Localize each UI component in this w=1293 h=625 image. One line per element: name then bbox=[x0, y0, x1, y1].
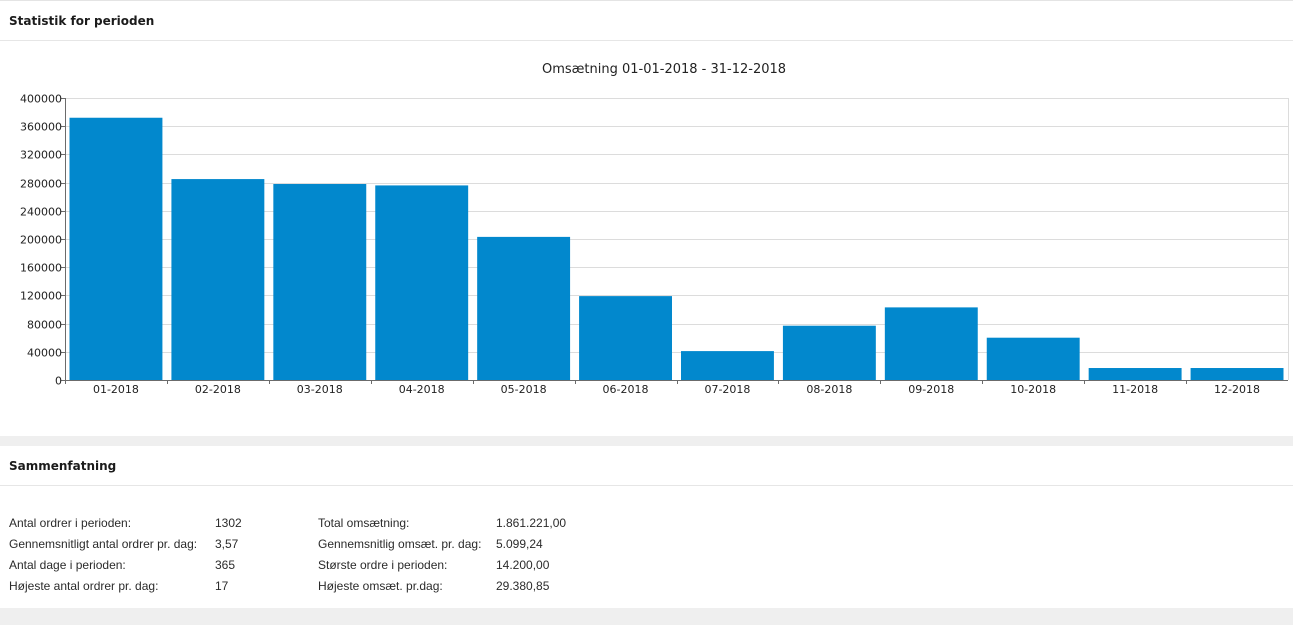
chart-gridlines bbox=[65, 98, 1289, 381]
summary-value: 17 bbox=[215, 579, 229, 593]
stats-section-title: Statistik for perioden bbox=[0, 1, 1293, 41]
bar bbox=[681, 351, 774, 380]
summary-section-title: Sammenfatning bbox=[0, 446, 1293, 486]
bar bbox=[1190, 368, 1284, 380]
summary-label: Højeste omsæt. pr.dag: bbox=[318, 579, 443, 593]
bar bbox=[375, 185, 469, 380]
y-tick-label: 80000 bbox=[27, 319, 62, 332]
summary-label: Højeste antal ordrer pr. dag: bbox=[9, 579, 159, 593]
y-tick-label: 120000 bbox=[20, 290, 62, 303]
stats-panel: Statistik for perioden Omsætning 01-01-2… bbox=[0, 0, 1293, 436]
summary-label: Gennemsnitlig omsæt. pr. dag: bbox=[318, 537, 482, 551]
y-tick-label: 160000 bbox=[20, 262, 62, 275]
y-tick-label: 320000 bbox=[20, 149, 62, 162]
bar bbox=[69, 117, 163, 381]
y-tick-label: 200000 bbox=[20, 234, 62, 247]
x-tick-label: 12-2018 bbox=[1214, 383, 1260, 396]
y-tick-label: 280000 bbox=[20, 178, 62, 191]
summary-label: Total omsætning: bbox=[318, 516, 410, 530]
bar bbox=[477, 236, 571, 380]
x-tick-label: 06-2018 bbox=[603, 383, 649, 396]
summary-panel: Sammenfatning bbox=[0, 446, 1293, 608]
summary-label: Antal dage i perioden: bbox=[9, 558, 126, 572]
x-tick-label: 04-2018 bbox=[399, 383, 445, 396]
bar bbox=[579, 296, 672, 380]
bar bbox=[986, 337, 1080, 380]
y-tick-label: 240000 bbox=[20, 206, 62, 219]
y-tick-label: 400000 bbox=[20, 93, 62, 106]
summary-value: 3,57 bbox=[215, 537, 239, 551]
y-tick-label: 360000 bbox=[20, 121, 62, 134]
summary-value: 1.861.221,00 bbox=[496, 516, 567, 530]
x-tick-label: 07-2018 bbox=[704, 383, 750, 396]
summary-table: Antal ordrer i perioden: 1302 Total omsæ… bbox=[0, 516, 1293, 596]
chart-labels: 0 40000 80000 120000 160000 200000 240000 28000… bbox=[20, 93, 1260, 397]
x-tick-label: 01-2018 bbox=[93, 383, 139, 396]
summary-value: 1302 bbox=[215, 516, 242, 530]
summary-label: Antal ordrer i perioden: bbox=[9, 516, 132, 530]
bar bbox=[884, 307, 978, 380]
summary-value: 5.099,24 bbox=[496, 537, 543, 551]
x-tick-label: 02-2018 bbox=[195, 383, 241, 396]
summary-label: Gennemsnitligt antal ordrer pr. dag: bbox=[9, 537, 198, 551]
bar bbox=[1088, 368, 1182, 380]
bar bbox=[273, 184, 367, 380]
y-tick-label: 40000 bbox=[27, 347, 62, 360]
summary-value: 365 bbox=[215, 558, 236, 572]
summary-label: Største ordre i perioden: bbox=[318, 558, 448, 572]
x-tick-label: 10-2018 bbox=[1010, 383, 1056, 396]
x-tick-label: 09-2018 bbox=[908, 383, 954, 396]
chart-axes bbox=[61, 98, 1288, 384]
bar bbox=[171, 179, 265, 380]
summary-value: 14.200,00 bbox=[496, 558, 550, 572]
y-tick-label: 0 bbox=[55, 375, 62, 388]
summary-value: 29.380,85 bbox=[496, 579, 550, 593]
x-tick-label: 03-2018 bbox=[297, 383, 343, 396]
chart-title: Omsætning 01-01-2018 - 31-12-2018 bbox=[542, 62, 786, 77]
x-tick-label: 05-2018 bbox=[501, 383, 547, 396]
x-tick-label: 11-2018 bbox=[1112, 383, 1158, 396]
x-tick-label: 08-2018 bbox=[806, 383, 852, 396]
chart-bars bbox=[69, 117, 1284, 381]
revenue-bar-chart: Omsætning 01-01-2018 - 31-12-2018 0 40000… bbox=[20, 62, 1289, 397]
bar bbox=[782, 325, 876, 380]
